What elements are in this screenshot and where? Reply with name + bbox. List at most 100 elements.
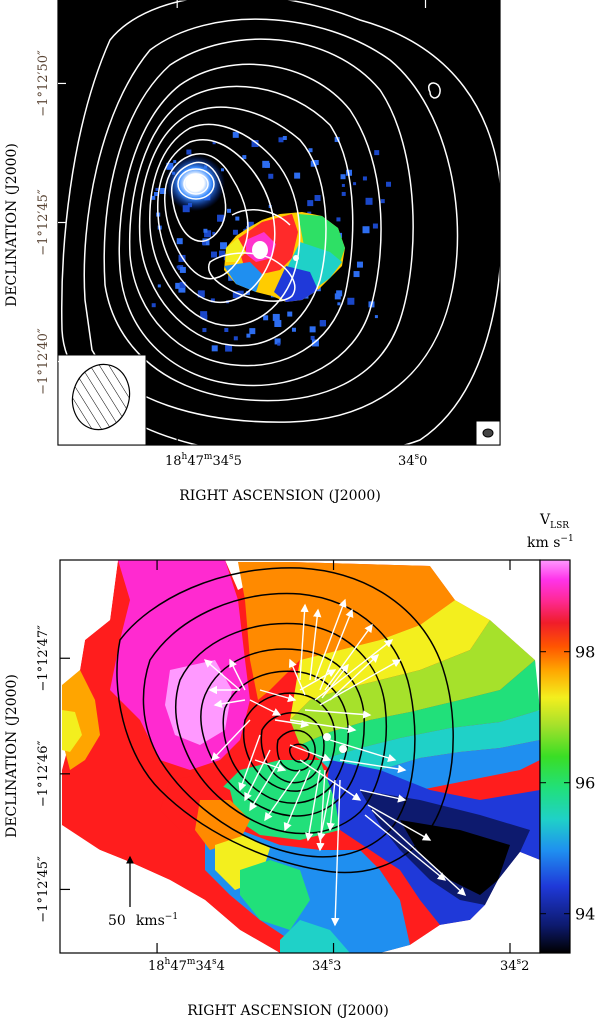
noise-pixel: [204, 230, 212, 238]
bottom-x-tick-label-2: 34s2: [500, 957, 529, 974]
noise-pixel: [380, 199, 385, 204]
velocity-vector-24: [371, 809, 467, 896]
noise-pixel: [309, 326, 316, 333]
velocity-vector-25: [364, 814, 447, 881]
velocity-vector-30: [274, 719, 310, 729]
noise-pixel: [175, 282, 182, 289]
top-y-tick-labels: −1°12′40″ −1°12′45″ −1°12′50″: [36, 50, 51, 395]
noise-pixel: [336, 217, 341, 222]
noise-pixel: [201, 240, 206, 245]
velocity-vector-35: [259, 689, 297, 703]
noise-pixel: [362, 176, 367, 181]
noise-pixel: [157, 284, 161, 288]
bottom-y-axis-label: DECLINATION (J2000): [4, 674, 20, 838]
noise-pixel: [374, 150, 380, 156]
velocity-vector-22: [359, 789, 407, 803]
velocity-vector-14: [238, 734, 261, 792]
noise-pixel: [151, 195, 156, 200]
top-contours: [61, 0, 500, 445]
top-y-tick-label-2: −1°12′50″: [36, 50, 51, 117]
noise-pixel: [246, 221, 254, 229]
noise-pixel: [251, 140, 259, 148]
velocity-vector-7: [329, 654, 380, 701]
noise-pixel: [210, 298, 215, 303]
noise-pixel: [160, 188, 167, 195]
colorbar-title: VLSR: [539, 512, 569, 531]
bottom-panel: 50 kms−1 −1°12′45″ −1°12′46″ −1°12′47″ 18h4…: [4, 512, 595, 1019]
noise-pixel: [173, 160, 177, 164]
top-y-axis-label: DECLINATION (J2000): [4, 143, 20, 307]
noise-pixel: [197, 290, 205, 298]
noise-pixel: [218, 250, 225, 257]
noise-pixel: [347, 297, 355, 305]
bottom-y-tick-label-2: −1°12′47″: [36, 625, 51, 692]
top-x-tick-label-0: 18h47m34s5: [165, 452, 242, 469]
top-image-layer: [61, 0, 500, 445]
noise-pixel: [202, 328, 207, 333]
velocity-vector-2: [314, 598, 347, 681]
noise-pixel: [272, 313, 280, 321]
velocity-vector-3: [319, 608, 354, 691]
velocity-vector-18: [283, 769, 311, 832]
noise-pixel: [232, 291, 240, 299]
colorbar-tick-label-2: 98: [575, 643, 595, 662]
noise-pixel: [262, 160, 270, 168]
noise-pixel: [178, 285, 186, 293]
velocity-vector-32: [329, 739, 397, 762]
top-x-tick-label-1: 34s0: [398, 452, 427, 469]
noise-pixel: [314, 195, 321, 202]
noise-pixel: [353, 182, 357, 186]
colorbar-unit: km s−1: [527, 534, 574, 551]
velocity-vector-13: [211, 719, 251, 762]
bottom-source-dot-2: [339, 745, 347, 753]
velocity-vector-16: [249, 759, 281, 812]
noise-pixel: [202, 314, 208, 320]
noise-pixel: [232, 229, 238, 235]
colorbar-tick-label-0: 94: [575, 905, 595, 924]
velocity-vector-27: [317, 789, 331, 842]
noise-pixel: [211, 251, 218, 258]
noise-pixel: [268, 173, 274, 179]
noise-pixel: [341, 183, 345, 187]
bottom-y-tick-label-0: −1°12′45″: [36, 856, 51, 923]
noise-pixel: [316, 287, 321, 292]
noise-pixel: [237, 290, 244, 297]
noise-pixel: [320, 320, 327, 327]
scale-arrow-label: 50 kms−1: [108, 912, 178, 929]
noise-pixel: [274, 338, 281, 345]
velocity-vector-21: [326, 779, 336, 832]
velocity-vector-34: [304, 709, 372, 719]
top-y-tick-label-1: −1°12′45″: [36, 189, 51, 256]
noise-pixel: [232, 131, 239, 138]
velocity-vector-37: [321, 663, 349, 699]
noise-pixel: [242, 155, 247, 160]
noise-pixel: [220, 242, 228, 250]
noise-pixel: [212, 231, 216, 235]
bottom-source-dot-1: [323, 733, 331, 741]
noise-pixel: [217, 214, 225, 222]
top-beam-box-small: [475, 420, 501, 446]
velocity-vector-15: [244, 749, 271, 802]
bottom-velocity-map: [60, 560, 540, 953]
noise-pixel: [224, 327, 229, 332]
bottom-velocity-vectors: [203, 598, 467, 927]
top-y-tick-label-0: −1°12′40″: [36, 328, 51, 395]
velocity-vector-39: [254, 759, 287, 772]
noise-pixel: [310, 335, 315, 340]
noise-pixel: [308, 148, 313, 153]
bottom-x-axis-label: RIGHT ASCENSION (J2000): [187, 1003, 389, 1019]
noise-pixel: [294, 172, 301, 179]
noise-pixel: [179, 281, 186, 288]
colorbar-gradient: [539, 559, 571, 954]
noise-pixel: [341, 191, 346, 196]
noise-pixel: [225, 344, 233, 352]
noise-pixel: [166, 162, 174, 170]
noise-pixel: [176, 238, 183, 245]
noise-pixel: [151, 303, 156, 308]
velocity-vector-28: [299, 759, 362, 801]
velocity-vector-26: [331, 779, 341, 927]
noise-pixel: [233, 336, 238, 341]
noise-pixel: [211, 345, 218, 352]
noise-pixel: [246, 333, 251, 338]
